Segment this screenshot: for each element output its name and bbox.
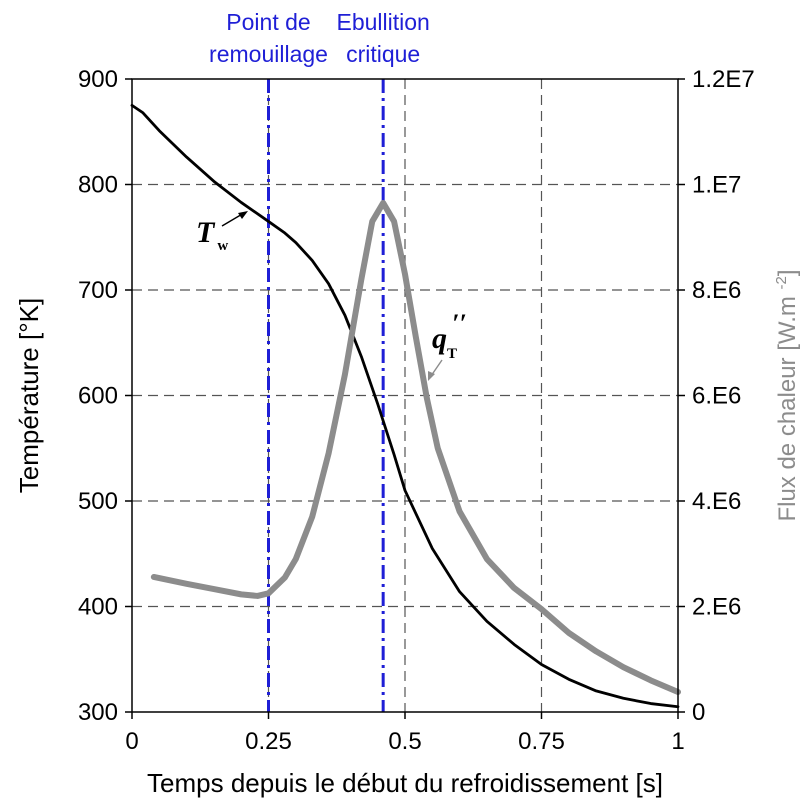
- heat-flux-arrow-head: [428, 371, 435, 381]
- x-axis-title: Temps depuis le début du refroidissement…: [147, 768, 663, 798]
- labels: Temps depuis le début du refroidissement…: [14, 269, 801, 798]
- marker-label-line1: Ebullition: [336, 9, 429, 35]
- y-tick-label: 800: [78, 172, 118, 199]
- y2-title-exponent: -2: [773, 276, 790, 289]
- heat-flux-primes: ′′: [452, 309, 467, 338]
- marker-label-line2: critique: [346, 41, 420, 67]
- y2-tick-label: 2.E6: [692, 594, 741, 621]
- y2-tick-label: 1.E7: [692, 172, 741, 199]
- y2-tick-label: 6.E6: [692, 383, 741, 410]
- x-tick-label: 1: [671, 728, 684, 755]
- y-tick-label: 600: [78, 383, 118, 410]
- series-label-sub: T: [447, 346, 457, 362]
- y2-title-main: Flux de chaleur [W.m: [774, 289, 801, 521]
- x-tick-label: 0.5: [388, 728, 421, 755]
- y-tick-label: 700: [78, 277, 118, 304]
- y2-tick-label: 1.2E7: [692, 66, 755, 93]
- y2-tick-label: 0: [692, 699, 705, 726]
- y-tick-label: 500: [78, 488, 118, 515]
- grid-lines: [132, 79, 678, 712]
- x-tick-label: 0.25: [245, 728, 292, 755]
- series-label-sub: w: [217, 238, 228, 254]
- y-tick-label: 300: [78, 699, 118, 726]
- y2-axis-title: Flux de chaleur [W.m -2]: [773, 269, 801, 521]
- temperature-arrow-head: [238, 211, 248, 219]
- series-line-0: [130, 103, 680, 709]
- y2-tick-label: 8.E6: [692, 277, 741, 304]
- x-tick-label: 0: [125, 728, 138, 755]
- series-label-main: T: [196, 216, 216, 249]
- axis-ticks: 300 0 400 2.E6 500 4.E6 600 6.E6 700 8.E6 800 1.E7 9…: [78, 66, 755, 755]
- marker-label-line1: Point de: [226, 9, 310, 35]
- y2-title-close: ]: [774, 269, 801, 276]
- y-tick-label: 400: [78, 594, 118, 621]
- x-tick-label: 0.75: [518, 728, 565, 755]
- y2-tick-label: 4.E6: [692, 488, 741, 515]
- series-line-1: [150, 199, 681, 695]
- series-label-main: q: [432, 322, 447, 355]
- y-axis-title: Température [°K]: [14, 298, 44, 493]
- series-label-heat-flux: qT: [432, 322, 457, 362]
- y-tick-label: 900: [78, 66, 118, 93]
- marker-label-line2: remouillage: [209, 41, 328, 67]
- vertical-markers: Point de remouillage Ebullition critique: [209, 9, 430, 712]
